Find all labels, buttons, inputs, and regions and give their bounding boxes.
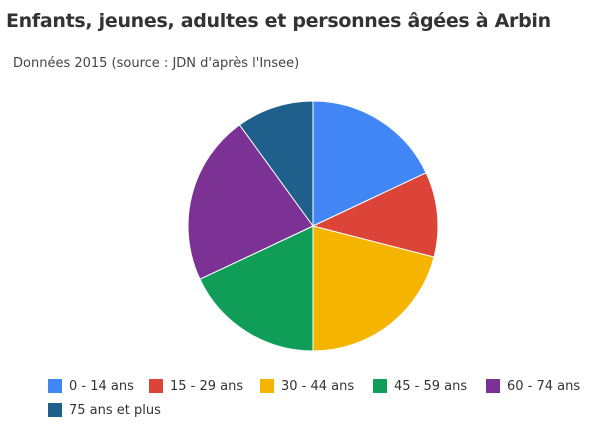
legend-label: 30 - 44 ans <box>281 378 355 394</box>
pie-slice-75-ans-et-plus[interactable] <box>238 100 314 228</box>
legend-label: 45 - 59 ans <box>394 378 468 394</box>
legend-label: 15 - 29 ans <box>170 378 244 394</box>
legend-label: 0 - 14 ans <box>69 378 134 394</box>
legend-swatch <box>149 379 163 393</box>
pie-slice-45-59-ans[interactable] <box>199 225 314 352</box>
legend-swatch <box>373 379 387 393</box>
chart-title: Enfants, jeunes, adultes et personnes âg… <box>6 10 551 32</box>
legend-swatch <box>486 379 500 393</box>
pie-slice-15-29-ans[interactable] <box>311 172 439 258</box>
legend-item-0-14[interactable]: 0 - 14 ans <box>48 378 134 394</box>
legend-item-75-plus[interactable]: 75 ans et plus <box>48 402 161 418</box>
legend-label: 75 ans et plus <box>69 402 161 418</box>
pie-slice-0-14-ans[interactable] <box>312 100 427 227</box>
legend-item-60-74[interactable]: 60 - 74 ans <box>486 378 580 394</box>
legend-item-45-59[interactable]: 45 - 59 ans <box>373 378 467 394</box>
legend-item-30-44[interactable]: 30 - 44 ans <box>260 378 354 394</box>
pie-slice-60-74-ans[interactable] <box>187 124 314 280</box>
chart-subtitle: Données 2015 (source : JDN d'après l'Ins… <box>13 56 300 71</box>
legend-label: 60 - 74 ans <box>507 378 581 394</box>
legend-swatch <box>260 379 274 393</box>
pie-slice-30-44-ans[interactable] <box>312 225 435 352</box>
legend-swatch <box>48 379 62 393</box>
legend-swatch <box>48 403 62 417</box>
legend-item-15-29[interactable]: 15 - 29 ans <box>149 378 243 394</box>
